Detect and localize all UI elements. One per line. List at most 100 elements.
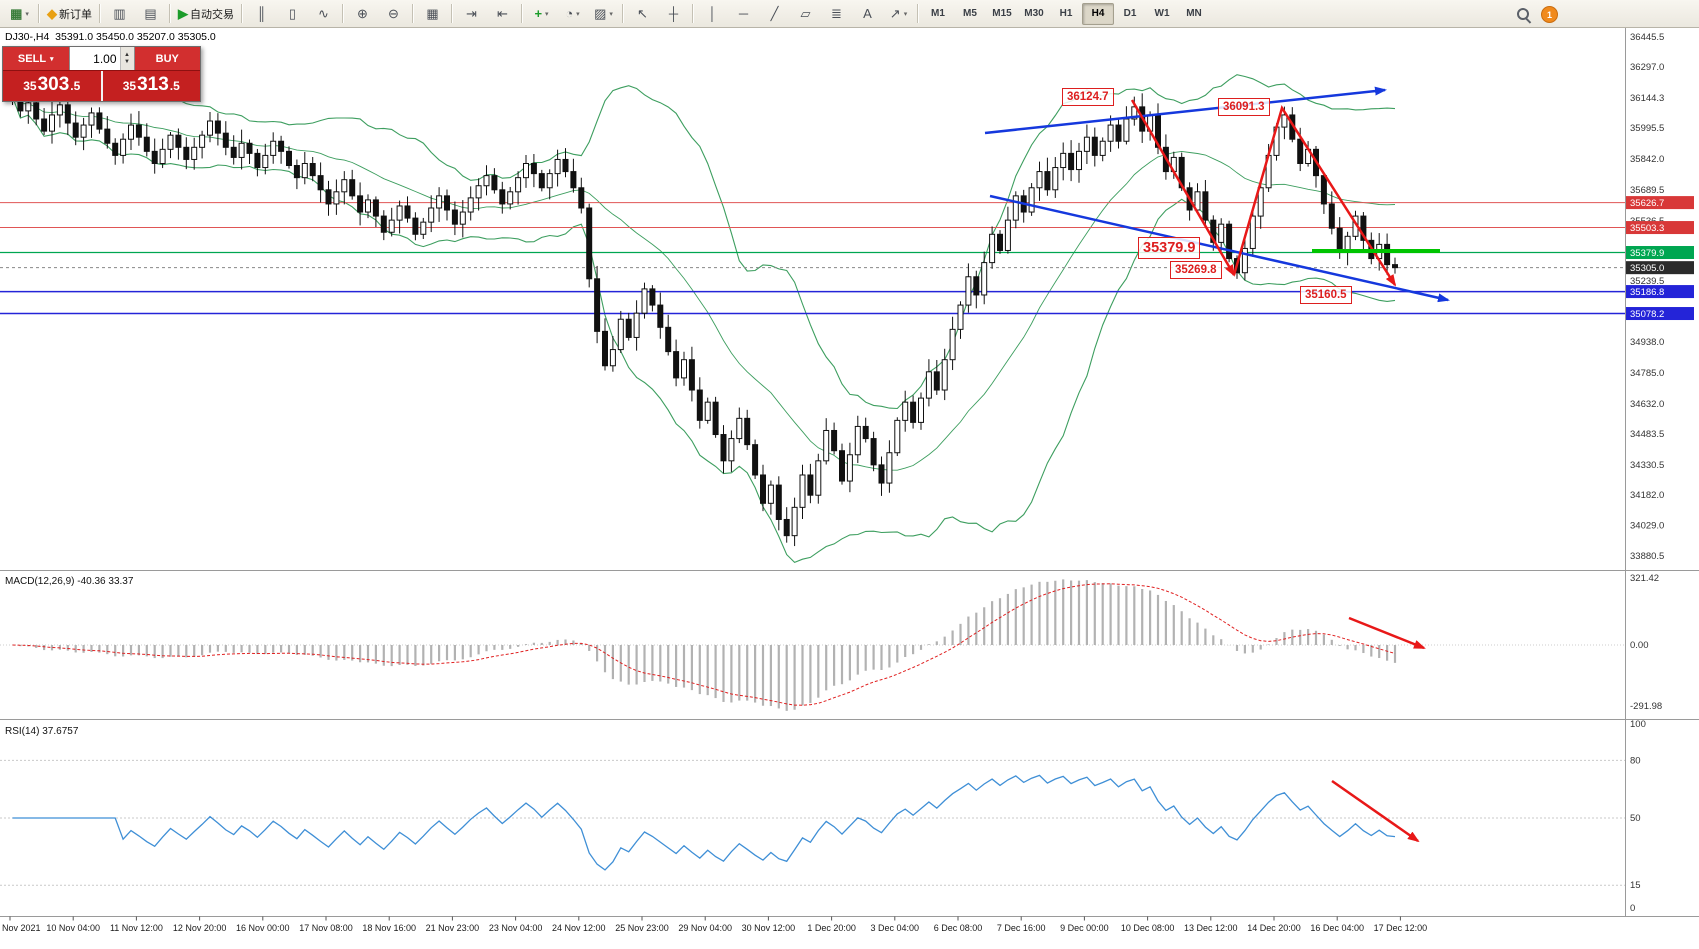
timeframe-H1[interactable]: H1: [1059, 8, 1073, 19]
svg-text:21 Nov 23:00: 21 Nov 23:00: [426, 923, 480, 933]
price-annotation[interactable]: 35269.8: [1170, 261, 1222, 280]
toolbar-fibonacci[interactable]: ≣: [821, 2, 852, 26]
toolbar-periods[interactable]: ◔ ▾: [557, 2, 588, 26]
buy-button[interactable]: BUY: [134, 47, 200, 70]
svg-text:0.00: 0.00: [1630, 640, 1649, 651]
price-axis[interactable]: 36445.5 36297.0 36144.3 35995.5 35842.0 35689…: [1626, 32, 1694, 914]
svg-text:14 Dec 20:00: 14 Dec 20:00: [1247, 923, 1301, 933]
horizontal-line-icon: ─: [738, 6, 749, 21]
price-badge: [1626, 221, 1694, 235]
toolbar-new-order[interactable]: ◆ 新订单: [43, 2, 96, 26]
time-axis[interactable]: Nov 2021 10 Nov 04:00 11 Nov 12:00 12 Nov 2…: [2, 916, 1427, 934]
toolbar-separator: [169, 4, 171, 23]
timeframe-D1[interactable]: D1: [1123, 8, 1137, 19]
toolbar-tile-windows[interactable]: ▦: [417, 2, 448, 26]
svg-text:35503.3: 35503.3: [1630, 223, 1664, 234]
svg-text:29 Nov 04:00: 29 Nov 04:00: [678, 923, 732, 933]
chart-shift-icon: ⇤: [497, 6, 508, 21]
toolbar-equidistant-channel[interactable]: ▱: [790, 2, 821, 26]
svg-text:18 Nov 16:00: 18 Nov 16:00: [362, 923, 416, 933]
auto-trading-label: 自动交易: [190, 8, 234, 21]
toolbar-trendline[interactable]: ╱: [759, 2, 790, 26]
periods-icon: ◔: [565, 6, 574, 21]
rsi-arrow-annotation[interactable]: [1331, 779, 1420, 843]
toolbar-new-chart[interactable]: ▦ ▾: [4, 2, 35, 26]
timeframe-M5[interactable]: M5: [963, 8, 977, 19]
text-tool-icon: A: [863, 6, 872, 21]
toolbar-separator: [692, 4, 694, 23]
svg-text:34029.0: 34029.0: [1630, 521, 1664, 532]
toolbar-cursor[interactable]: ↖: [627, 2, 658, 26]
toolbar-bar-chart-mode[interactable]: ║: [246, 2, 277, 26]
toolbar-indicators[interactable]: + ▾: [526, 2, 557, 26]
sell-caret-icon: ▾: [50, 55, 54, 63]
svg-text:10 Dec 08:00: 10 Dec 08:00: [1121, 923, 1175, 933]
toolbar-candle-chart-mode[interactable]: ▯: [277, 2, 308, 26]
svg-text:35078.2: 35078.2: [1630, 309, 1664, 320]
toolbar-crosshair[interactable]: ┼: [658, 2, 689, 26]
new-chart-icon: ▦: [10, 6, 23, 21]
zoom-out-icon: ⊖: [388, 6, 399, 21]
volume-value: 1.00: [93, 51, 117, 66]
toolbar-text-tool[interactable]: A: [852, 2, 883, 26]
toolbar-zoom-in[interactable]: ⊕: [347, 2, 378, 26]
toolbar-zoom-out[interactable]: ⊖: [378, 2, 409, 26]
timeframe-MN[interactable]: MN: [1186, 8, 1202, 19]
templates-caret-icon: ▾: [609, 10, 613, 18]
toolbar-auto-scroll[interactable]: ⇥: [456, 2, 487, 26]
periods-caret-icon: ▾: [576, 10, 580, 18]
toolbar-separator: [622, 4, 624, 23]
toolbar-line-chart-mode[interactable]: ∿: [308, 2, 339, 26]
sell-price[interactable]: 35 303.5: [3, 71, 101, 101]
spin-up-icon[interactable]: ▲: [124, 51, 130, 58]
volume-input[interactable]: 1.00 ▲ ▼: [68, 47, 135, 70]
svg-text:34632.0: 34632.0: [1630, 399, 1664, 410]
price-annotation[interactable]: 36124.7: [1062, 88, 1114, 107]
toolbar-data-window[interactable]: ▤: [135, 2, 166, 26]
toolbar-templates[interactable]: ▨ ▾: [588, 2, 619, 26]
fibonacci-icon: ≣: [831, 6, 842, 21]
toolbar-arrows-tool[interactable]: ↗ ▾: [883, 2, 914, 26]
trendline-annotations[interactable]: [984, 86, 1450, 303]
toolbar-separator: [241, 4, 243, 23]
rsi-line: [12, 774, 1396, 871]
volume-spinner[interactable]: ▲ ▼: [119, 47, 134, 70]
price-badge: [1626, 307, 1694, 321]
search-icon[interactable]: [1517, 8, 1532, 24]
toolbar-separator: [342, 4, 344, 23]
macd-arrow-annotation[interactable]: [1348, 616, 1426, 650]
price-annotation[interactable]: 35379.9: [1138, 237, 1201, 260]
toolbar-auto-trading[interactable]: ▶ 自动交易: [174, 2, 238, 26]
spin-down-icon[interactable]: ▼: [124, 58, 130, 65]
svg-text:35626.7: 35626.7: [1630, 198, 1664, 209]
sell-button[interactable]: SELL ▾: [3, 47, 69, 70]
toolbar-charts-window[interactable]: ▥: [104, 2, 135, 26]
timeframe-H4[interactable]: H4: [1082, 2, 1114, 25]
svg-text:3 Dec 04:00: 3 Dec 04:00: [871, 923, 920, 933]
rsi-label: RSI(14) 37.6757: [5, 726, 79, 737]
svg-text:MACD(12,26,9) -40.36 33.37: MACD(12,26,9) -40.36 33.37: [5, 576, 134, 587]
timeframe-M30[interactable]: M30: [1024, 8, 1044, 19]
zoom-in-icon: ⊕: [357, 6, 368, 21]
line-chart-mode-icon: ∿: [318, 6, 329, 21]
toolbar-separator: [412, 4, 414, 23]
toolbar-vertical-line[interactable]: │: [697, 2, 728, 26]
price-annotation[interactable]: 36091.3: [1218, 98, 1270, 117]
svg-text:34182.0: 34182.0: [1630, 490, 1664, 501]
timeframe-M1[interactable]: M1: [931, 8, 945, 19]
timeframe-W1[interactable]: W1: [1154, 8, 1170, 19]
timeframe-M15[interactable]: M15: [992, 8, 1012, 19]
price-annotation[interactable]: 35160.5: [1300, 286, 1352, 305]
buy-price[interactable]: 35 313.5: [100, 71, 200, 101]
toolbar-horizontal-line[interactable]: ─: [728, 2, 759, 26]
new-chart-caret-icon: ▾: [25, 10, 29, 18]
templates-icon: ▨: [594, 6, 607, 21]
cursor-icon: ↖: [637, 6, 648, 21]
toolbar-chart-shift[interactable]: ⇤: [487, 2, 518, 26]
trendline-icon: ╱: [770, 6, 779, 21]
svg-text:35842.0: 35842.0: [1630, 154, 1664, 165]
notification-badge[interactable]: 1: [1541, 6, 1558, 23]
new-order-icon: ◆: [47, 6, 57, 21]
svg-text:7 Dec 16:00: 7 Dec 16:00: [997, 923, 1046, 933]
